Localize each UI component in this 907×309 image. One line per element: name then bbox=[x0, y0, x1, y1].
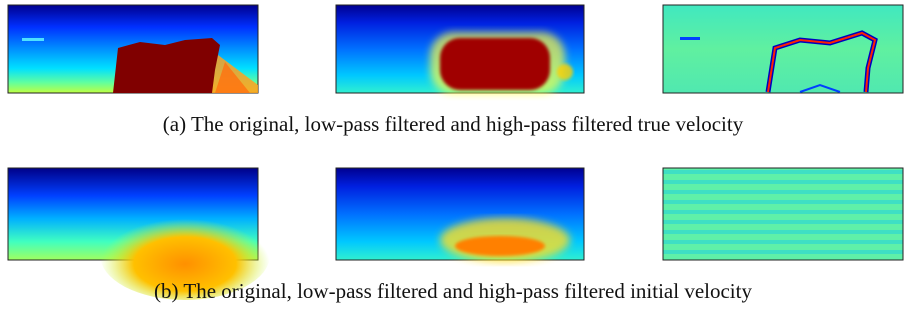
figure: (a) The original, low-pass filtered and … bbox=[0, 0, 907, 309]
page: (a) The original, low-pass filtered and … bbox=[0, 0, 907, 309]
caption: (b) The original, low-pass filtered and … bbox=[154, 279, 752, 303]
panel-initial-lowpass bbox=[336, 168, 584, 262]
panel-true-lowpass bbox=[336, 5, 584, 94]
panel-initial-highpass bbox=[663, 168, 903, 260]
panel-true-original bbox=[8, 5, 258, 93]
caption: (a) The original, low-pass filtered and … bbox=[163, 112, 744, 136]
panel-true-highpass bbox=[663, 5, 903, 93]
